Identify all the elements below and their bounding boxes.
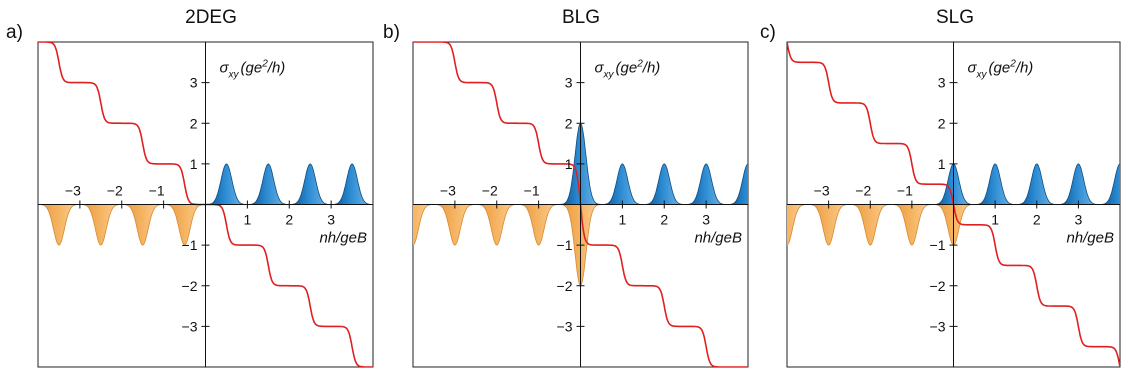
y-tick-label: −3 bbox=[182, 318, 198, 334]
chart-panel-2deg: a) 2DEG −3 −2 −1 1 2 3 −3 −2 −1 1 2 3 σxy (ge2/h) nh/geB bbox=[6, 7, 374, 368]
y-tick-label: −2 bbox=[557, 278, 573, 294]
x-tick-label: −1 bbox=[524, 183, 540, 199]
x-tick-label: 3 bbox=[702, 212, 710, 228]
x-tick-label: 1 bbox=[991, 212, 999, 228]
y-tick-label: −1 bbox=[930, 237, 946, 253]
electron-dos-peak bbox=[1057, 163, 1100, 205]
y-tick-label: 2 bbox=[938, 115, 946, 131]
electron-dos-peak bbox=[247, 163, 290, 205]
y-tick-label: −1 bbox=[182, 237, 198, 253]
electron-dos-peak bbox=[727, 163, 748, 205]
hole-dos-peak bbox=[807, 204, 850, 246]
electron-dos-peak bbox=[601, 163, 644, 205]
y-tick-label: 1 bbox=[190, 156, 198, 172]
hole-dos-peak bbox=[433, 204, 476, 246]
y-tick-label: 3 bbox=[190, 75, 198, 91]
y-tick-label: −2 bbox=[182, 278, 198, 294]
y-tick-label: 2 bbox=[190, 115, 198, 131]
electron-dos-series bbox=[559, 122, 748, 205]
hole-dos-peak bbox=[891, 204, 933, 246]
chart-title: 2DEG bbox=[185, 7, 237, 28]
x-tick-label: 3 bbox=[327, 212, 335, 228]
electron-dos-peak bbox=[331, 163, 373, 205]
electron-dos-peak bbox=[685, 163, 728, 205]
x-tick-label: −1 bbox=[149, 183, 165, 199]
electron-dos-series bbox=[205, 163, 373, 205]
y-axis-label: σxy (ge2/h) bbox=[220, 58, 286, 80]
y-tick-label: −3 bbox=[557, 318, 573, 334]
panel-label: c) bbox=[760, 22, 776, 43]
electron-dos-peak bbox=[643, 163, 686, 205]
x-axis-label: nh/geB bbox=[319, 230, 367, 247]
hole-dos-peak bbox=[163, 204, 206, 246]
electron-dos-peak bbox=[205, 163, 248, 205]
x-tick-label: −1 bbox=[897, 183, 913, 199]
chart-title: BLG bbox=[562, 7, 600, 28]
x-tick-label: −3 bbox=[814, 183, 830, 199]
x-tick-label: −2 bbox=[107, 183, 123, 199]
hole-dos-peak bbox=[849, 204, 892, 246]
hole-dos-peak bbox=[38, 204, 80, 246]
electron-dos-peak bbox=[1015, 163, 1058, 205]
x-axis-label: nh/geB bbox=[694, 230, 742, 247]
y-tick-label: 2 bbox=[565, 115, 573, 131]
electron-dos-series bbox=[932, 163, 1120, 205]
x-tick-label: −3 bbox=[65, 183, 81, 199]
y-tick-label: −3 bbox=[930, 318, 946, 334]
electron-dos-peak bbox=[289, 163, 332, 205]
y-tick-label: 1 bbox=[938, 156, 946, 172]
x-tick-label: 2 bbox=[285, 212, 293, 228]
y-tick-label: 1 bbox=[565, 156, 573, 172]
y-tick-label: 3 bbox=[565, 75, 573, 91]
x-tick-label: −3 bbox=[440, 183, 456, 199]
x-axis-label: nh/geB bbox=[1066, 230, 1114, 247]
hole-dos-peak bbox=[475, 204, 518, 246]
x-tick-label: 3 bbox=[1074, 212, 1082, 228]
y-tick-label: −1 bbox=[557, 237, 573, 253]
hole-dos-peak bbox=[413, 204, 434, 246]
y-tick-label: 3 bbox=[938, 75, 946, 91]
electron-dos-peak bbox=[1099, 163, 1120, 205]
hole-dos-peak bbox=[79, 204, 122, 246]
panel-label: a) bbox=[6, 22, 23, 43]
hole-dos-peak bbox=[787, 204, 808, 246]
panel-label: b) bbox=[383, 22, 400, 43]
x-tick-label: −2 bbox=[482, 183, 498, 199]
x-tick-label: 1 bbox=[618, 212, 626, 228]
y-axis-label: σxy (ge2/h) bbox=[595, 58, 661, 80]
hole-dos-peak bbox=[517, 204, 560, 246]
x-tick-label: 2 bbox=[1033, 212, 1041, 228]
chart-panel-blg: b) BLG −3 −2 −1 1 2 3 −3 −2 −1 1 2 3 σxy (ge2/h) nh/geB bbox=[383, 7, 749, 368]
chart-title: SLG bbox=[936, 7, 974, 28]
x-tick-label: 2 bbox=[660, 212, 668, 228]
x-tick-label: −2 bbox=[855, 183, 871, 199]
hole-dos-series bbox=[38, 204, 206, 246]
x-tick-label: 1 bbox=[243, 212, 251, 228]
y-axis-label: σxy (ge2/h) bbox=[968, 58, 1034, 80]
electron-dos-peak bbox=[974, 163, 1016, 205]
hole-dos-peak bbox=[121, 204, 164, 246]
chart-panel-slg: c) SLG −3 −2 −1 1 2 3 −3 −2 −1 1 2 3 σxy (ge2/h) nh/geB bbox=[760, 7, 1121, 368]
y-tick-label: −2 bbox=[930, 278, 946, 294]
